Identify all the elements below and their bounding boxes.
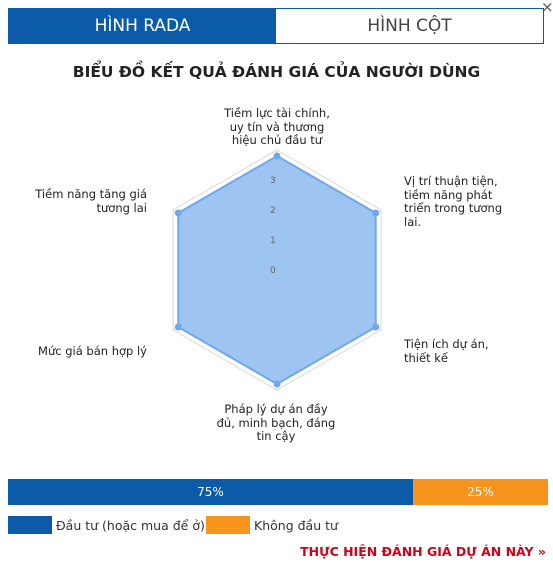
- tab-bar[interactable]: HÌNH CỘT: [276, 9, 543, 43]
- axis-label-financial: Tiềm lực tài chính, uy tín và thương hiệ…: [224, 106, 330, 147]
- legend-label-no-invest: Không đầu tư: [254, 517, 338, 533]
- axis-label-price: Mức giá bán hợp lý: [38, 344, 147, 358]
- legend-label-invest: Đầu tư (hoặc mua để ở): [56, 517, 205, 533]
- axis-label-amenities: Tiện ích dự án, thiết kế: [404, 337, 489, 365]
- chart-type-tabs: HÌNH RADA HÌNH CỘT: [8, 8, 544, 44]
- tab-radar[interactable]: HÌNH RADA: [9, 9, 276, 43]
- tick-label-2: 2: [270, 206, 276, 216]
- tick-label-1: 1: [270, 236, 276, 246]
- legend-invest: Đầu tư (hoặc mua để ở): [8, 516, 205, 534]
- no-invest-segment: 25%: [413, 479, 548, 505]
- tick-label-3: 3: [270, 176, 276, 186]
- invest-segment: 75%: [8, 479, 413, 505]
- close-icon[interactable]: ×: [541, 0, 553, 16]
- data-point-0[interactable]: [273, 152, 281, 160]
- axis-label-growth: Tiềm năng tăng giá tương lai: [35, 187, 147, 215]
- chart-title: BIỂU ĐỒ KẾT QUẢ ĐÁNH GIÁ CỦA NGƯỜI DÙNG: [72, 63, 481, 81]
- data-point-4[interactable]: [174, 323, 182, 331]
- radar-chart: 0 1 2 3: [172, 149, 382, 391]
- data-point-2[interactable]: [372, 323, 380, 331]
- investment-ratio-bar: 75% 25%: [8, 479, 548, 505]
- legend-no-invest: Không đầu tư: [206, 516, 338, 534]
- tick-label-0: 0: [270, 266, 276, 276]
- legend-swatch-no-invest: [206, 516, 250, 534]
- data-point-3[interactable]: [273, 380, 281, 388]
- evaluate-project-link[interactable]: THỰC HIỆN ĐÁNH GIÁ DỰ ÁN NÀY »: [300, 544, 546, 559]
- data-point-5[interactable]: [174, 209, 182, 217]
- data-point-1[interactable]: [372, 209, 380, 217]
- legend-swatch-invest: [8, 516, 52, 534]
- axis-label-location: Vị trí thuận tiện, tiềm năng phát triển …: [404, 174, 503, 229]
- axis-label-legal: Pháp lý dự án đầy đủ, minh bạch, đáng ti…: [216, 402, 336, 443]
